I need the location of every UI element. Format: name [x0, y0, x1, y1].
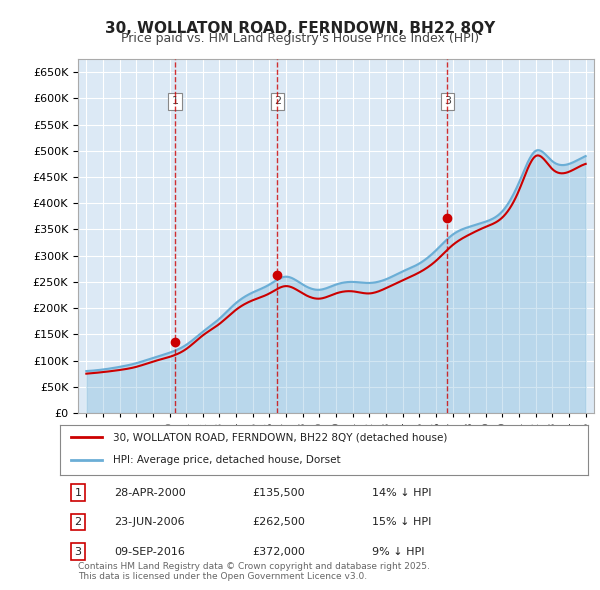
Text: 1: 1 [74, 488, 82, 497]
Text: 23-JUN-2006: 23-JUN-2006 [114, 517, 185, 527]
Text: HPI: Average price, detached house, Dorset: HPI: Average price, detached house, Dors… [113, 455, 340, 465]
Text: 9% ↓ HPI: 9% ↓ HPI [372, 547, 425, 556]
Text: 3: 3 [444, 97, 451, 106]
Text: £262,500: £262,500 [252, 517, 305, 527]
Text: Contains HM Land Registry data © Crown copyright and database right 2025.
This d: Contains HM Land Registry data © Crown c… [78, 562, 430, 581]
Text: 2: 2 [274, 97, 281, 106]
Text: 09-SEP-2016: 09-SEP-2016 [114, 547, 185, 556]
Text: 14% ↓ HPI: 14% ↓ HPI [372, 488, 431, 497]
Text: 2: 2 [74, 517, 82, 527]
Text: 1: 1 [172, 97, 178, 106]
Text: 3: 3 [74, 547, 82, 556]
Text: 15% ↓ HPI: 15% ↓ HPI [372, 517, 431, 527]
Text: 28-APR-2000: 28-APR-2000 [114, 488, 186, 497]
Text: 30, WOLLATON ROAD, FERNDOWN, BH22 8QY: 30, WOLLATON ROAD, FERNDOWN, BH22 8QY [105, 21, 495, 35]
Text: Price paid vs. HM Land Registry's House Price Index (HPI): Price paid vs. HM Land Registry's House … [121, 32, 479, 45]
Text: £135,500: £135,500 [252, 488, 305, 497]
Text: 30, WOLLATON ROAD, FERNDOWN, BH22 8QY (detached house): 30, WOLLATON ROAD, FERNDOWN, BH22 8QY (d… [113, 432, 447, 442]
Text: £372,000: £372,000 [252, 547, 305, 556]
